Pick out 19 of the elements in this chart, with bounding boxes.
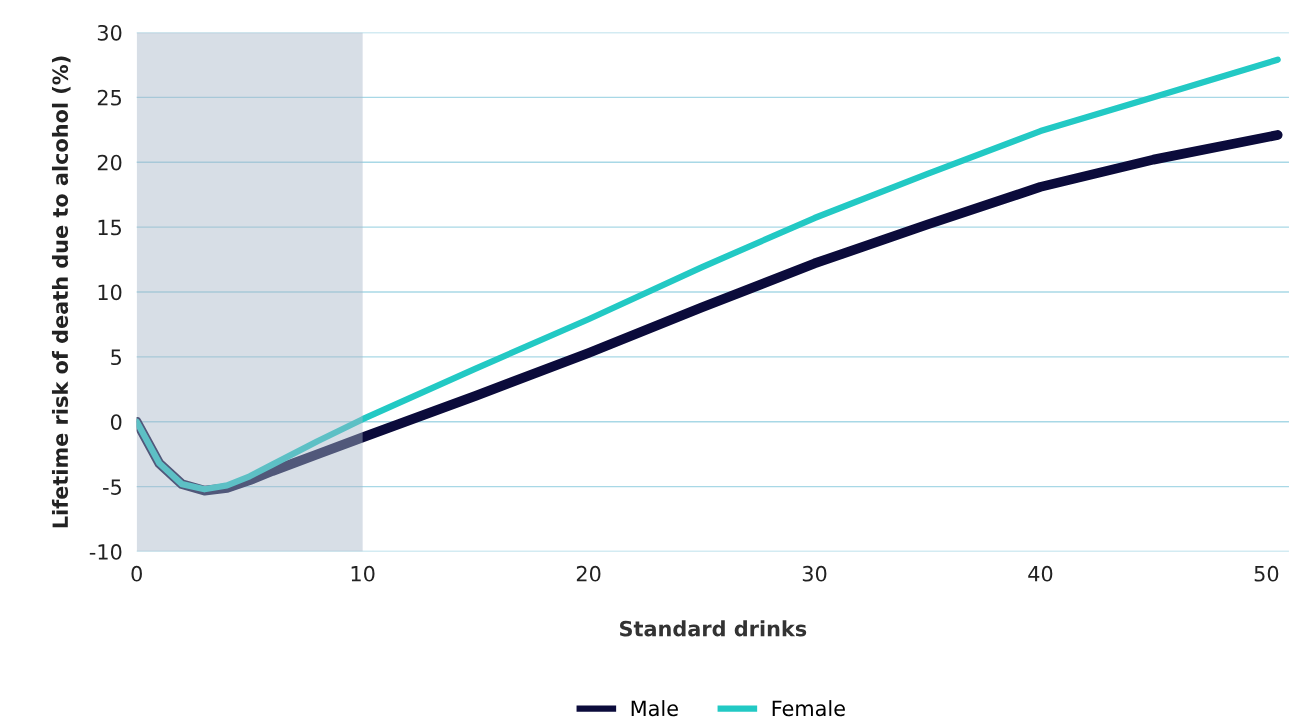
x-tick-label: 10	[351, 565, 375, 582]
x-tick-label: 30	[802, 565, 827, 582]
y-axis-title: Lifetime risk of death due to alcohol (%)	[51, 56, 71, 528]
x-tick-label: 20	[576, 565, 601, 582]
y-tick-label: 5	[111, 349, 121, 366]
y-tick-label: 0	[110, 414, 122, 430]
y-tick-label: -10	[89, 544, 122, 560]
legend-label: Female	[772, 700, 845, 717]
y-tick-label: 30	[97, 24, 122, 41]
y-tick-label: 20	[97, 154, 122, 171]
y-tick-label: 10	[98, 284, 122, 301]
legend-label: Male	[631, 700, 678, 717]
x-tick-label: 50	[1254, 565, 1279, 582]
y-tick-label: 25	[97, 89, 121, 106]
y-tick-label: 15	[98, 219, 121, 236]
x-axis-title: Standard drinks	[620, 620, 807, 637]
x-tick-label: 40	[1028, 565, 1053, 582]
x-tick-label: 0	[131, 565, 142, 582]
y-tick-label: -5	[103, 479, 121, 495]
